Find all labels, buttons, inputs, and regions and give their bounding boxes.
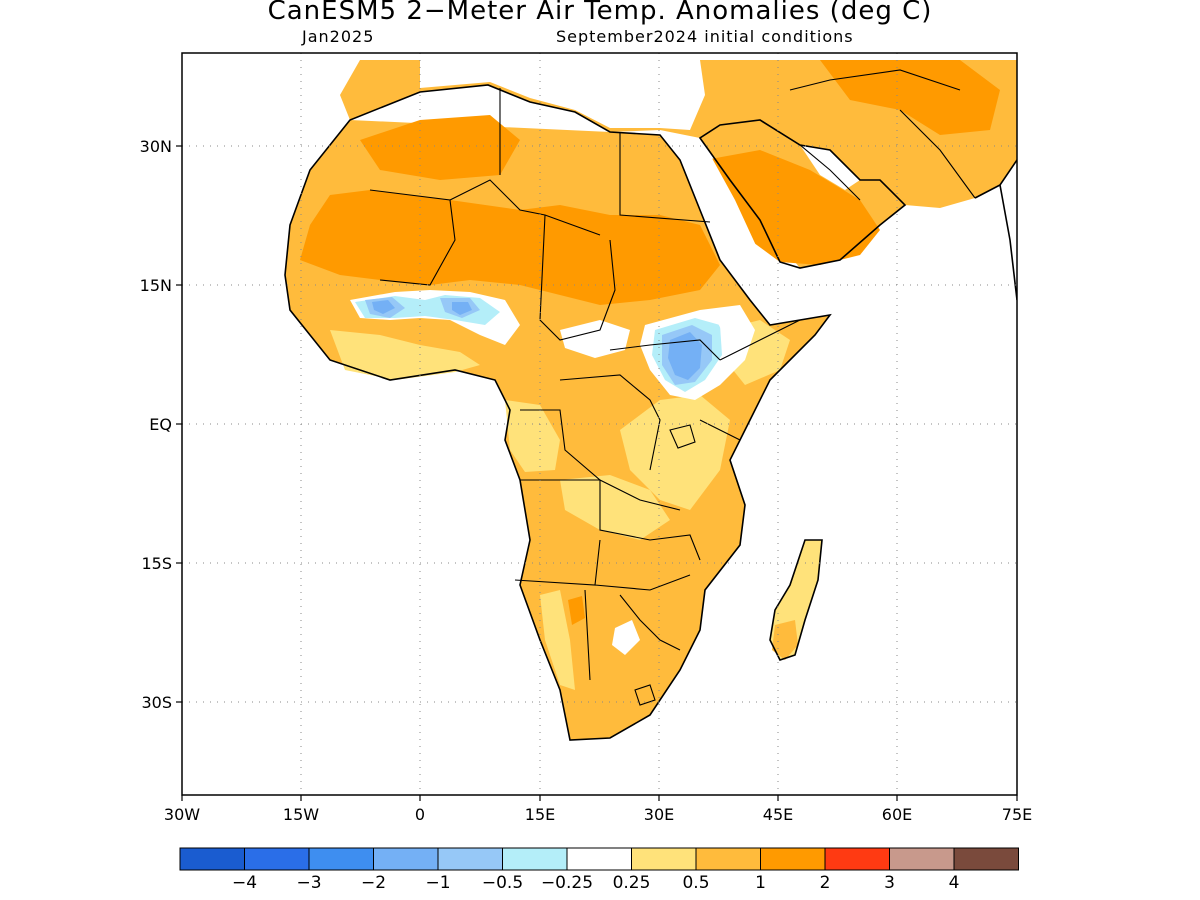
india-coastline	[974, 159, 1017, 301]
x-tick-label: 60E	[882, 805, 912, 824]
map-title: CanESM5 2−Meter Air Temp. Anomalies (deg…	[267, 0, 933, 26]
border	[369, 189, 456, 286]
colorbar-label: −4	[232, 873, 257, 893]
border	[899, 109, 976, 199]
botswana-white-patch	[612, 620, 640, 655]
y-axis-labels: 30N 15N EQ 15S 30S	[140, 137, 172, 712]
colorbar-swatch	[179, 847, 245, 871]
persian-gulf	[800, 145, 860, 190]
sahara-strong-anomaly	[300, 190, 720, 305]
border	[449, 179, 601, 236]
west-africa-mild	[330, 330, 480, 380]
colorbar-label: 0.25	[613, 873, 651, 893]
tanzania-mild	[560, 475, 670, 540]
colorbar-swatch	[953, 847, 1019, 871]
colorbar-label: 3	[884, 873, 895, 893]
africa-coastline	[284, 84, 832, 741]
border	[759, 69, 961, 201]
colorbar-swatch	[566, 847, 632, 871]
madagascar-warm-patch	[772, 620, 798, 660]
central-sahel-white	[560, 320, 630, 358]
border	[584, 589, 681, 681]
colorbar-swatch	[824, 847, 890, 871]
y-tick-label: EQ	[149, 415, 172, 434]
coastlines	[284, 84, 1017, 741]
gridlines	[182, 53, 1017, 795]
x-axis-labels: 30W 15W 0 15E 30E 45E 60E 75E	[164, 805, 1032, 824]
colorbar-label: 1	[755, 873, 766, 893]
border	[559, 374, 661, 471]
colorbar-label: 4	[949, 873, 960, 893]
y-tick-label: 30N	[140, 137, 172, 156]
red-sea	[690, 140, 775, 305]
lake-victoria	[669, 424, 696, 449]
country-borders	[369, 69, 976, 706]
colorbar-swatch	[244, 847, 310, 871]
border	[699, 319, 801, 441]
border	[520, 479, 701, 561]
colorbar-swatch	[437, 847, 503, 871]
border	[499, 88, 711, 223]
x-tick-label: 30W	[164, 805, 200, 824]
colorbar-swatch	[373, 847, 439, 871]
y-tick-label: 15S	[141, 554, 172, 573]
southern-coast-mild	[540, 590, 575, 690]
x-tick-label: 45E	[763, 805, 793, 824]
colorbar-swatch	[308, 847, 374, 871]
colorbar-label: −0.25	[541, 873, 593, 893]
congo-mild	[505, 400, 560, 472]
colorbar-label: 2	[820, 873, 831, 893]
x-tick-label: 75E	[1002, 805, 1032, 824]
y-tick-label: 30S	[141, 693, 172, 712]
colorbar-labels: −4 −3 −2 −1 −0.5 −0.25 0.25 0.5 1 2 3 4	[232, 873, 959, 893]
namibia-strong-patch	[568, 596, 585, 625]
y-tick-label: 15N	[140, 276, 172, 295]
madagascar-coastline	[769, 539, 823, 661]
x-tick-label: 15W	[283, 805, 319, 824]
colorbar-swatch	[760, 847, 826, 871]
iran-strong-anomaly	[820, 60, 1000, 135]
tick-marks	[176, 145, 1018, 801]
colorbar-swatch	[889, 847, 955, 871]
x-tick-label: 30E	[644, 805, 674, 824]
sahel-cool-blue	[365, 297, 480, 318]
colorbar	[179, 847, 1019, 871]
colorbar-label: −2	[361, 873, 386, 893]
colorbar-swatch	[502, 847, 568, 871]
map-area	[284, 60, 1017, 741]
colorbar-label: −0.5	[482, 873, 523, 893]
colorbar-label: −1	[425, 873, 450, 893]
border	[609, 339, 721, 361]
colorbar-swatch	[631, 847, 697, 871]
forecast-month: Jan2025	[302, 27, 375, 46]
lesotho-border	[634, 684, 656, 706]
border	[514, 539, 691, 591]
initial-conditions-label: September2024 initial conditions	[556, 27, 854, 46]
east-africa-mild	[620, 395, 730, 510]
mediterranean-sea	[420, 60, 705, 130]
x-tick-label: 0	[415, 805, 425, 824]
east-africa-cool-core	[668, 332, 702, 380]
colorbar-label: −3	[296, 873, 321, 893]
colorbar-label: 0.5	[682, 873, 709, 893]
border	[520, 409, 681, 511]
border	[539, 214, 616, 341]
ethiopia-white-patch	[715, 310, 742, 342]
x-tick-label: 15E	[525, 805, 555, 824]
sahel-cool-core	[372, 300, 472, 315]
colorbar-swatch	[695, 847, 761, 871]
north-sahara-strong-anomaly	[360, 115, 520, 180]
